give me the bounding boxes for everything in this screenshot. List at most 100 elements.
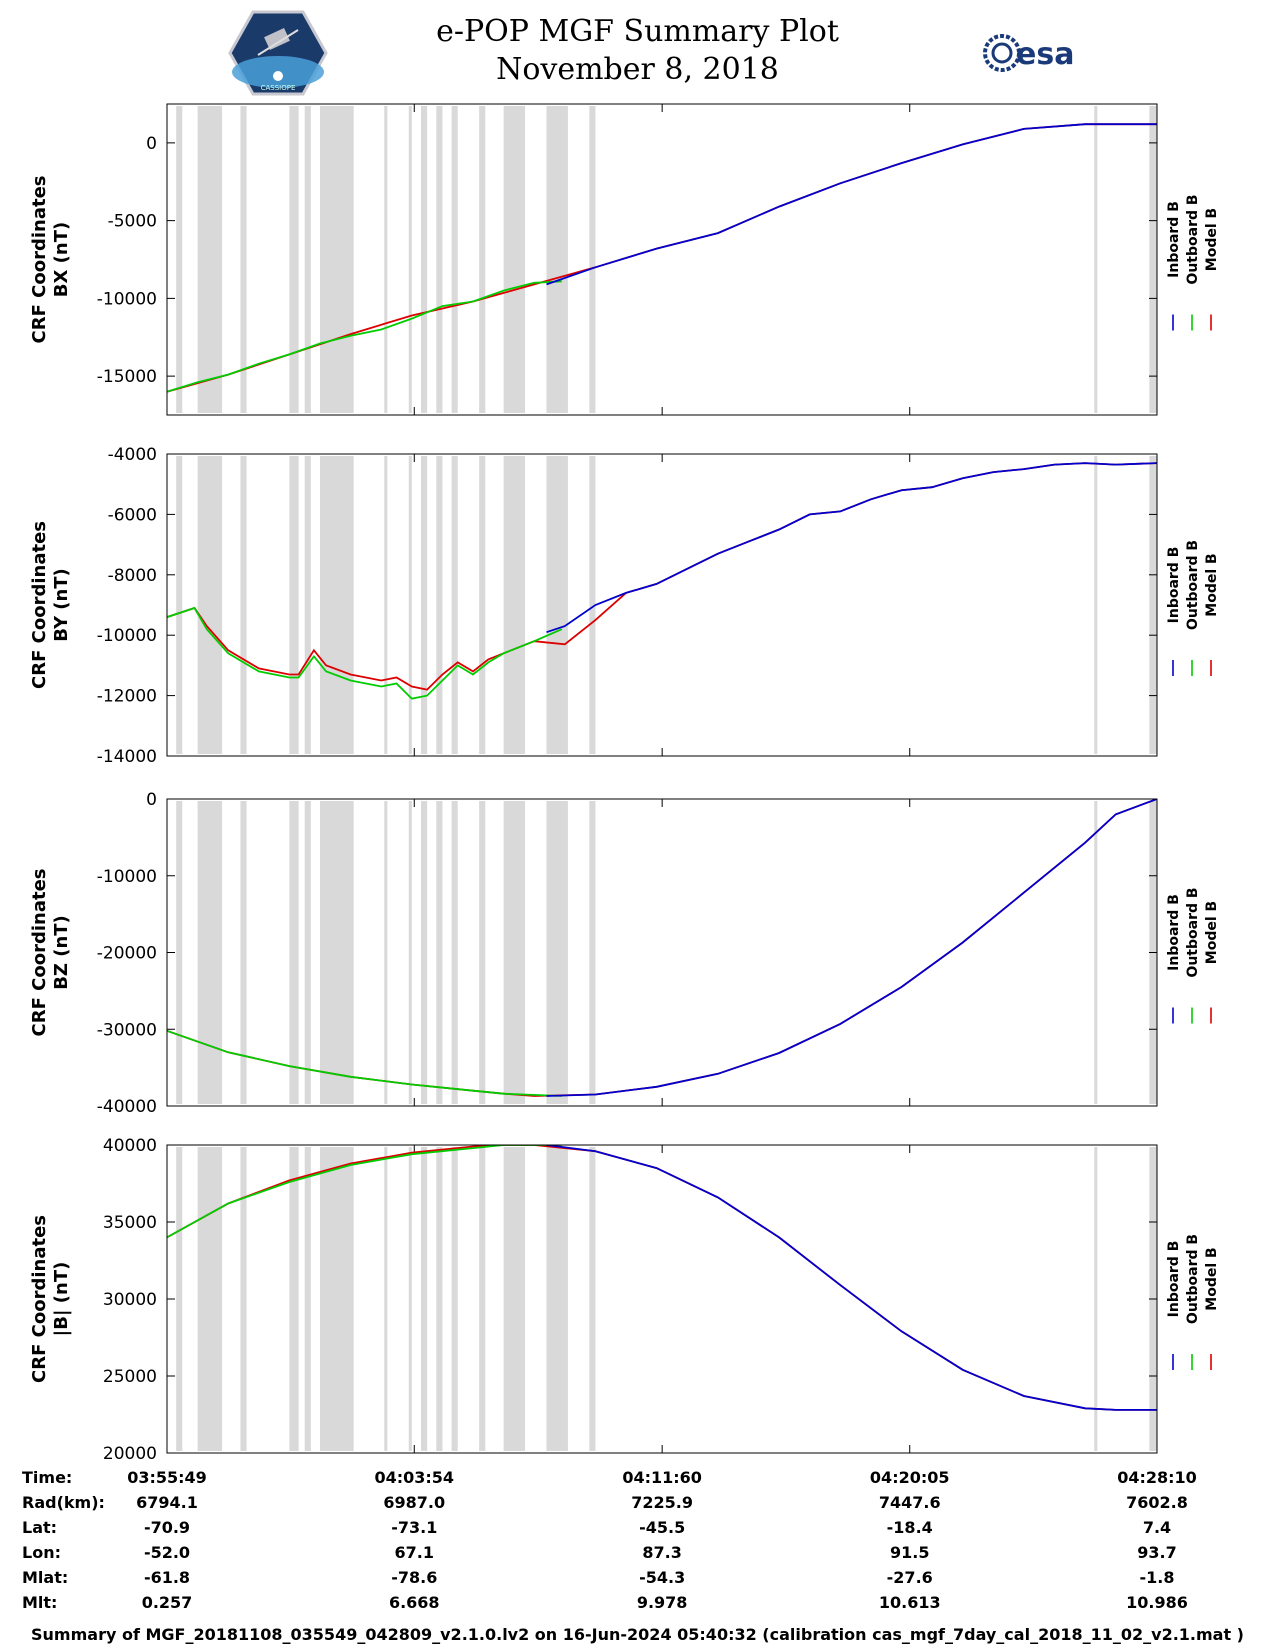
data-gap-bands	[176, 106, 1157, 413]
gap-band	[408, 801, 412, 1104]
table-cell: 04:03:54	[374, 1468, 455, 1487]
gap-band	[197, 801, 223, 1104]
gap-band	[436, 456, 443, 754]
legend-label: Model B	[1204, 901, 1220, 964]
gap-band	[176, 801, 183, 1104]
legend: Inboard B Outboard B Model B	[1166, 540, 1220, 676]
gap-band	[479, 106, 486, 413]
gap-band	[436, 801, 443, 1104]
gap-band	[1149, 456, 1157, 754]
table-cell: -45.5	[639, 1518, 686, 1537]
gap-band	[451, 801, 458, 1104]
legend-label: Outboard B	[1185, 887, 1201, 977]
y-tick-label: 0	[146, 790, 157, 810]
gap-band	[240, 106, 247, 413]
gap-band	[384, 1147, 388, 1451]
gap-band	[408, 1147, 412, 1451]
gap-band	[384, 456, 388, 754]
table-cell: 04:28:10	[1117, 1468, 1197, 1487]
y-tick-label: -20000	[97, 944, 157, 964]
gap-band	[546, 801, 568, 1104]
gap-band	[176, 456, 183, 754]
legend-label: Outboard B	[1185, 194, 1201, 284]
panel-4: 40000 35000 30000 25000 20000 CRF Coordinates…	[29, 1136, 1220, 1464]
gap-band	[546, 1147, 568, 1451]
y-tick-label: -6000	[108, 505, 157, 525]
y-tick-label: -10000	[97, 289, 157, 309]
table-cell: -78.6	[391, 1568, 438, 1587]
table-row-label: Lat:	[22, 1518, 58, 1537]
y-tick-label: -15000	[97, 367, 157, 387]
gap-band	[408, 456, 412, 754]
gap-band	[384, 106, 388, 413]
gap-band	[289, 1147, 299, 1451]
table-cell: 7447.6	[878, 1493, 941, 1512]
gap-band	[289, 456, 299, 754]
y-tick-label: 20000	[103, 1444, 157, 1464]
gap-band	[197, 106, 223, 413]
y-axis-label: CRF CoordinatesBY (nT)	[29, 521, 72, 689]
plot-frame	[166, 103, 1158, 416]
gap-band	[451, 1147, 458, 1451]
gap-band	[436, 1147, 443, 1451]
table-row-label: Mlat:	[22, 1568, 69, 1587]
y-tick-label: -30000	[97, 1020, 157, 1040]
table-cell: 10.986	[1126, 1593, 1188, 1612]
gap-band	[289, 801, 299, 1104]
table-cell: 7.4	[1142, 1518, 1172, 1537]
y-tick-label: -10000	[97, 626, 157, 646]
legend-label: Inboard B	[1166, 1241, 1182, 1318]
table-cell: -27.6	[886, 1568, 933, 1587]
y-tick-label: -12000	[97, 687, 157, 707]
table-cell: -1.8	[1139, 1568, 1175, 1587]
y-tick-label: 0	[146, 134, 157, 154]
gap-band	[304, 1147, 311, 1451]
y-tick-label: 35000	[103, 1213, 157, 1233]
gap-band	[320, 801, 354, 1104]
series-line-model-b	[167, 799, 1157, 1097]
mission-logo-text: CASSIOPE	[261, 84, 296, 92]
y-axis-label: CRF Coordinates|B| (nT)	[29, 1215, 72, 1383]
gap-band	[451, 456, 458, 754]
table-cell: -70.9	[143, 1518, 191, 1537]
gap-band	[421, 1147, 428, 1451]
y-axis-label: CRF CoordinatesBZ (nT)	[29, 869, 72, 1037]
gap-band	[304, 456, 311, 754]
table-cell: 0.257	[141, 1593, 193, 1612]
data-gap-bands	[176, 456, 1157, 754]
series-line-model-b	[167, 123, 1157, 393]
esa-logo: esa	[983, 34, 1074, 72]
gap-band	[197, 1147, 223, 1451]
gap-band	[1094, 456, 1098, 754]
legend-label: Inboard B	[1166, 201, 1182, 278]
plot-date: November 8, 2018	[496, 52, 779, 87]
series-line-outboard-b	[167, 1029, 562, 1097]
gap-band	[240, 801, 247, 1104]
table-row-label: Lon:	[22, 1543, 61, 1562]
plot-title: e-POP MGF Summary Plot	[436, 14, 839, 49]
table-row-label: Time:	[22, 1468, 73, 1487]
gap-band	[503, 456, 526, 754]
legend: Inboard B Outboard B Model B	[1166, 194, 1220, 331]
series-line-outboard-b	[167, 606, 563, 700]
table-cell: 9.978	[636, 1593, 688, 1612]
table-cell: -73.1	[391, 1518, 438, 1537]
panel-1: 0 -5000 -10000 -15000 CRF CoordinatesBX (nT)…	[29, 103, 1220, 416]
table-cell: 67.1	[394, 1543, 434, 1562]
gap-band	[408, 106, 412, 413]
gap-band	[479, 456, 486, 754]
gap-band	[546, 456, 568, 754]
gap-band	[320, 1147, 354, 1451]
gap-band	[304, 801, 311, 1104]
gap-band	[304, 106, 311, 413]
gap-band	[589, 456, 596, 754]
table-cell: 7225.9	[631, 1493, 694, 1512]
data-gap-bands	[176, 801, 1157, 1104]
table-cell: -52.0	[143, 1543, 191, 1562]
y-tick-label: -8000	[108, 566, 157, 586]
gap-band	[503, 801, 526, 1104]
gap-band	[421, 456, 428, 754]
gap-band	[503, 106, 526, 413]
legend-label: Outboard B	[1185, 540, 1201, 630]
table-cell: 93.7	[1137, 1543, 1177, 1562]
